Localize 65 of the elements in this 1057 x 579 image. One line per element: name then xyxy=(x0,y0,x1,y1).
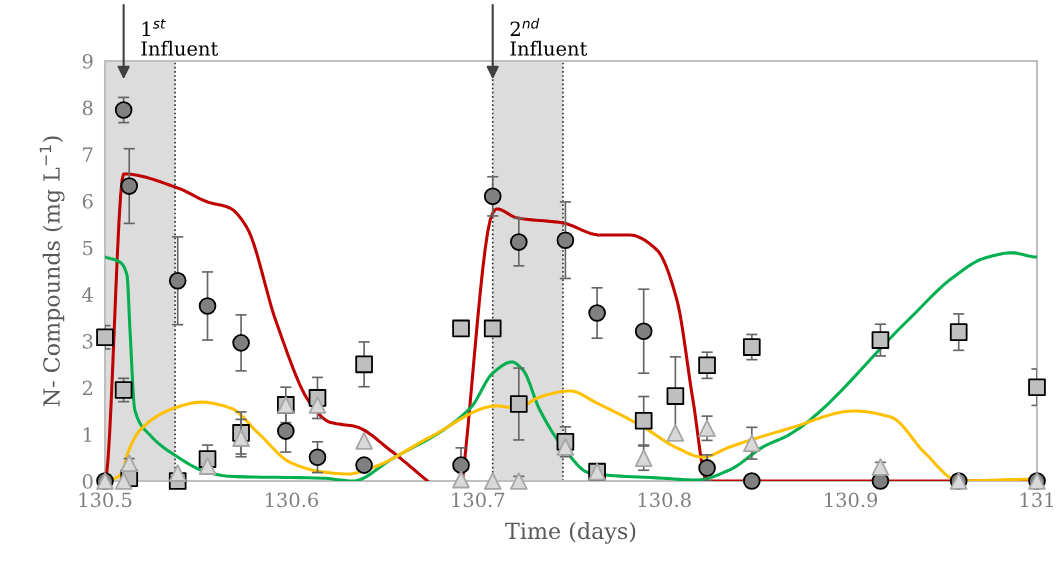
point xyxy=(276,422,295,440)
point xyxy=(634,411,653,430)
point xyxy=(871,331,890,349)
point xyxy=(114,101,133,119)
point xyxy=(742,472,761,490)
y-tick-label: 3 xyxy=(83,333,93,349)
y-axis-title: N- Compounds (mg L$^{−1}$) xyxy=(39,136,65,407)
point xyxy=(355,355,373,374)
point xyxy=(483,187,502,206)
point xyxy=(742,338,761,356)
y-tick-label: 6 xyxy=(82,193,93,209)
point xyxy=(483,319,502,338)
point xyxy=(120,454,139,473)
point xyxy=(949,323,968,341)
point xyxy=(114,472,133,490)
point xyxy=(509,233,528,251)
point xyxy=(556,438,575,456)
y-tick-label: 5 xyxy=(83,240,93,256)
y-tick-label: 8 xyxy=(82,100,93,116)
x-tick-label: 130.5 xyxy=(79,492,132,508)
x-tick-label: 130.7 xyxy=(452,492,505,508)
point xyxy=(96,328,114,347)
annotation: 2$^{nd}$ Influent xyxy=(510,18,588,56)
x-tick-label: 130.9 xyxy=(825,492,878,508)
point xyxy=(232,429,250,447)
point xyxy=(666,424,685,442)
point xyxy=(509,472,528,490)
point xyxy=(452,319,470,338)
y-tick-label: 0 xyxy=(82,473,93,489)
x-tick-label: 130.6 xyxy=(265,492,319,508)
y-tick-label: 7 xyxy=(83,147,93,162)
point xyxy=(198,297,217,315)
x-tick-label: 130.8 xyxy=(638,492,691,508)
point xyxy=(871,458,890,476)
point xyxy=(634,449,653,467)
point xyxy=(509,395,528,413)
point xyxy=(1028,378,1046,397)
point xyxy=(355,432,373,450)
point xyxy=(698,459,716,477)
point xyxy=(114,381,133,399)
point xyxy=(698,356,716,375)
point xyxy=(452,456,470,474)
point xyxy=(232,334,250,352)
x-tick-label: 131 xyxy=(1020,492,1053,508)
point xyxy=(556,231,575,250)
point xyxy=(198,457,217,475)
point xyxy=(742,434,761,453)
point xyxy=(308,448,327,467)
point xyxy=(168,464,187,482)
point xyxy=(588,304,606,322)
x-axis-title: Time (days) xyxy=(505,522,636,544)
point xyxy=(355,456,373,474)
y-tick-label: 9 xyxy=(82,53,93,69)
y-tick-label: 2 xyxy=(82,380,92,396)
annotation: 1$^{st}$ Influent xyxy=(141,18,219,56)
point xyxy=(698,419,716,438)
point xyxy=(308,396,327,414)
point xyxy=(452,470,470,489)
y-tick-label: 4 xyxy=(82,287,93,302)
point xyxy=(634,322,653,341)
point xyxy=(666,387,685,405)
point xyxy=(168,271,187,290)
point xyxy=(120,177,139,195)
y-tick-label: 1 xyxy=(83,427,92,442)
point xyxy=(483,472,502,490)
